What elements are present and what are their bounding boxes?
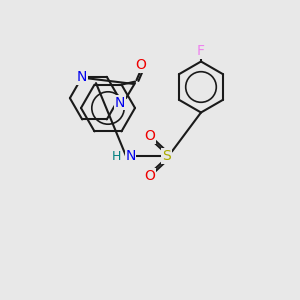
Text: H: H bbox=[111, 149, 121, 163]
Text: O: O bbox=[145, 169, 155, 182]
Text: O: O bbox=[145, 130, 155, 143]
Text: S: S bbox=[162, 149, 171, 163]
Text: N: N bbox=[115, 96, 125, 110]
Text: F: F bbox=[197, 44, 205, 58]
Text: N: N bbox=[77, 70, 87, 84]
Text: N: N bbox=[125, 149, 136, 163]
Text: O: O bbox=[136, 58, 146, 72]
